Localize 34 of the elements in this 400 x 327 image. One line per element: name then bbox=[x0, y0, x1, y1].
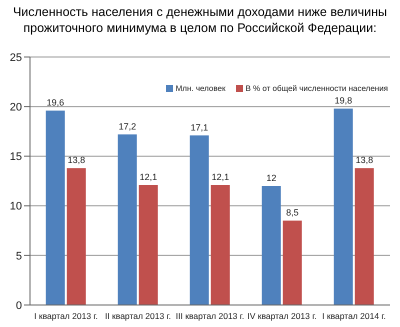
y-tick-label: 15 bbox=[10, 151, 22, 164]
x-tick-label: IV квартал 2013 г. bbox=[247, 311, 317, 322]
bar bbox=[262, 186, 281, 305]
bar bbox=[190, 135, 209, 305]
bar bbox=[138, 184, 158, 305]
y-tick-label: 10 bbox=[10, 200, 22, 213]
bar bbox=[118, 134, 137, 305]
legend-label: В % от общей численности населения bbox=[244, 84, 388, 93]
y-tick-label: 5 bbox=[16, 250, 22, 262]
bar bbox=[66, 168, 86, 305]
data-label: 12,1 bbox=[212, 172, 230, 182]
bar bbox=[354, 168, 374, 305]
bar bbox=[210, 184, 230, 305]
y-tick-label: 25 bbox=[10, 52, 22, 64]
x-tick-label: I квартал 2013 г. bbox=[34, 311, 98, 322]
data-label: 17,2 bbox=[118, 121, 136, 132]
data-label: 19,8 bbox=[334, 96, 352, 106]
y-tick-label: 20 bbox=[10, 102, 22, 114]
chart-title: Численность населения с денежными доходами ниже величины прожиточного минимума в целом по Российской Федерации: bbox=[12, 4, 388, 37]
x-tick-label: III квартал 2013 г. bbox=[176, 311, 244, 322]
data-label: 12,1 bbox=[140, 172, 158, 182]
bar bbox=[282, 220, 302, 305]
data-label: 13,8 bbox=[356, 155, 374, 166]
x-tick-label: I квартал 2014 г. bbox=[322, 311, 386, 322]
data-label: 8,5 bbox=[286, 208, 299, 218]
bar bbox=[334, 108, 353, 305]
y-tick-label: 0 bbox=[16, 300, 22, 312]
data-label: 19,6 bbox=[46, 98, 64, 108]
data-label: 12 bbox=[266, 172, 276, 183]
x-tick-label: II квартал 2013 г. bbox=[104, 311, 172, 322]
data-label: 17,1 bbox=[190, 122, 208, 132]
data-label: 13,8 bbox=[68, 155, 86, 166]
legend-label: Млн. человек bbox=[174, 84, 226, 93]
bar bbox=[46, 110, 65, 305]
